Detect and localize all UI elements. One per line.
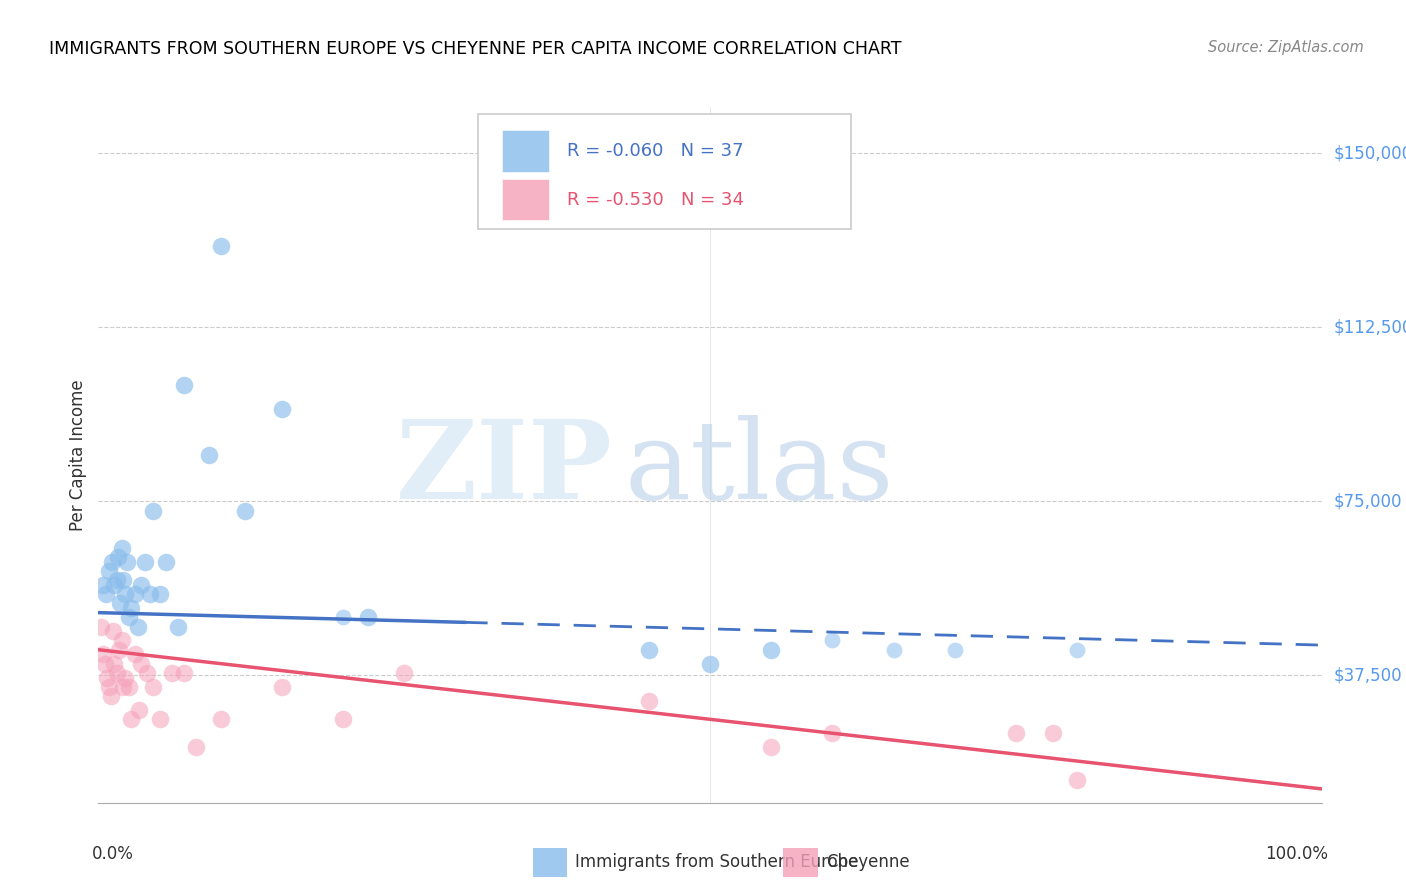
FancyBboxPatch shape (478, 114, 851, 229)
Text: $75,000: $75,000 (1334, 492, 1402, 510)
Point (270, 680, 294, 694)
Point (94, 587, 117, 601)
Point (136, 665, 159, 680)
Point (332, 712, 354, 726)
Text: R = -0.060   N = 37: R = -0.060 N = 37 (567, 142, 744, 160)
Text: ZIP: ZIP (395, 416, 612, 523)
Point (637, 694, 661, 708)
Point (332, 610, 354, 624)
Point (142, 680, 165, 694)
Point (114, 671, 136, 685)
Point (101, 555, 124, 569)
FancyBboxPatch shape (502, 178, 548, 220)
Point (149, 712, 172, 726)
Point (100, 689, 122, 703)
Point (392, 665, 416, 680)
Point (821, 726, 844, 740)
Point (129, 578, 152, 592)
FancyBboxPatch shape (533, 848, 567, 877)
Point (111, 680, 134, 694)
Point (114, 587, 136, 601)
Point (160, 665, 183, 680)
Point (90, 619, 112, 633)
Point (1004, 726, 1026, 740)
Point (98, 680, 121, 694)
Point (103, 657, 125, 671)
Y-axis label: Per Capita Income: Per Capita Income (69, 379, 87, 531)
Point (1066, 772, 1088, 787)
Point (124, 648, 146, 662)
Point (186, 740, 208, 755)
FancyBboxPatch shape (502, 130, 548, 172)
Point (107, 549, 129, 564)
Point (1066, 642, 1088, 657)
Text: IMMIGRANTS FROM SOUTHERN EUROPE VS CHEYENNE PER CAPITA INCOME CORRELATION CHART: IMMIGRANTS FROM SOUTHERN EUROPE VS CHEYE… (49, 40, 901, 58)
Point (173, 665, 195, 680)
Point (105, 665, 128, 680)
Point (134, 555, 156, 569)
Point (209, 239, 232, 253)
Point (96, 671, 118, 685)
Point (101, 624, 124, 639)
Text: $150,000: $150,000 (1334, 145, 1406, 162)
Text: R = -0.530   N = 34: R = -0.530 N = 34 (567, 191, 744, 209)
Point (111, 573, 134, 587)
Text: $112,500: $112,500 (1334, 318, 1406, 336)
Point (91, 578, 114, 592)
Point (108, 642, 131, 657)
Point (110, 596, 132, 610)
Text: atlas: atlas (624, 416, 894, 523)
Point (233, 503, 256, 517)
Point (129, 657, 152, 671)
Point (103, 578, 125, 592)
Point (115, 555, 138, 569)
Point (883, 642, 905, 657)
Point (209, 712, 232, 726)
Point (270, 401, 294, 416)
Point (118, 610, 141, 624)
Text: Cheyenne: Cheyenne (827, 853, 910, 871)
Point (91, 648, 114, 662)
Point (124, 587, 146, 601)
Point (98, 564, 121, 578)
Point (149, 587, 172, 601)
Point (120, 712, 142, 726)
Text: Immigrants from Southern Europe: Immigrants from Southern Europe (575, 853, 859, 871)
Point (111, 541, 134, 555)
Text: 100.0%: 100.0% (1265, 845, 1327, 863)
Point (93, 657, 115, 671)
Point (142, 503, 165, 517)
Point (761, 642, 783, 657)
Text: $37,500: $37,500 (1334, 666, 1403, 684)
Point (120, 601, 142, 615)
Point (155, 555, 177, 569)
Point (173, 378, 195, 392)
Point (761, 740, 783, 755)
Point (111, 633, 134, 648)
Point (637, 642, 661, 657)
Point (699, 657, 721, 671)
Point (127, 619, 149, 633)
Point (356, 610, 378, 624)
Text: Source: ZipAtlas.com: Source: ZipAtlas.com (1208, 40, 1364, 55)
Point (943, 642, 966, 657)
Point (1042, 726, 1064, 740)
Point (139, 587, 162, 601)
Point (197, 448, 219, 462)
Point (118, 680, 141, 694)
FancyBboxPatch shape (783, 848, 818, 877)
Text: 0.0%: 0.0% (93, 845, 134, 863)
Point (105, 573, 128, 587)
Point (821, 633, 844, 648)
Point (167, 619, 190, 633)
Point (128, 703, 150, 717)
